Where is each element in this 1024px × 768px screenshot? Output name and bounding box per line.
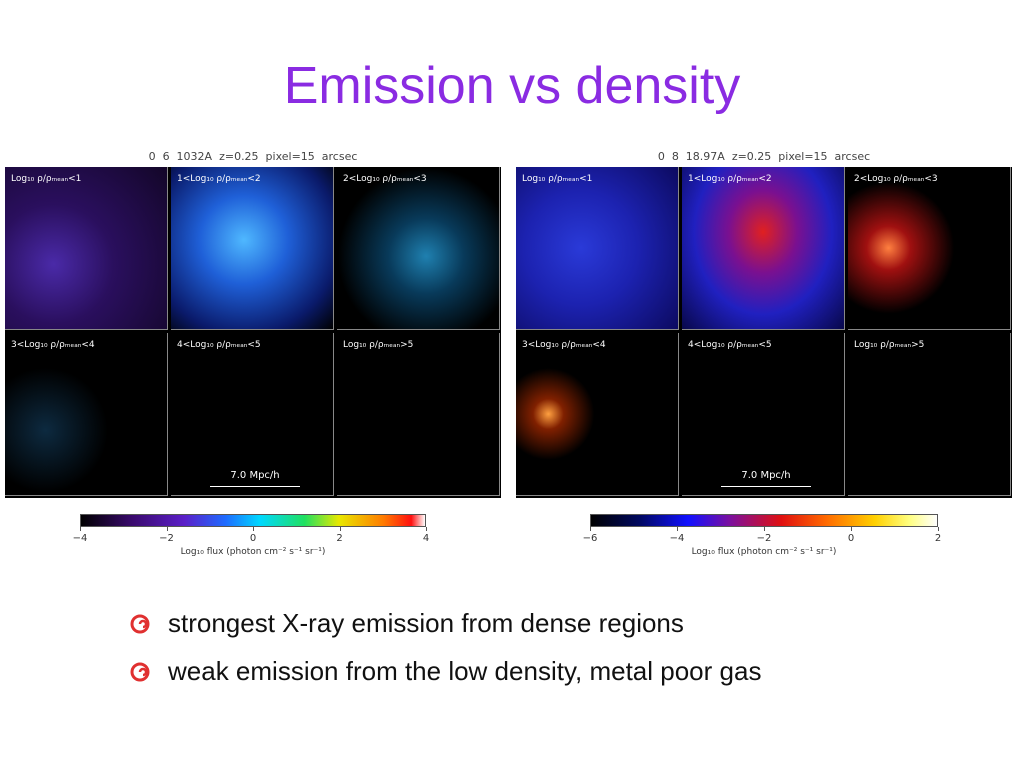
colorbar-tick-label: −2 xyxy=(756,533,772,544)
colorbar xyxy=(80,514,426,527)
swirl xyxy=(130,662,150,682)
colorbar-tick-mark xyxy=(80,527,81,531)
panel: 1<Log₁₀ ρ/ρₘₑₐₙ<2 xyxy=(682,167,845,330)
panel-label: Log₁₀ ρ/ρₘₑₐₙ>5 xyxy=(343,340,414,350)
figure-header: 0 6 1032A z=0.25 pixel=15 arcsec xyxy=(148,150,358,163)
colorbar-tick-mark xyxy=(764,527,765,531)
scale-bar-label: 7.0 Mpc/h xyxy=(230,470,280,481)
bullet-icon xyxy=(130,662,150,686)
bullet-text: weak emission from the low density, meta… xyxy=(168,656,762,686)
panel-label: 4<Log₁₀ ρ/ρₘₑₐₙ<5 xyxy=(688,340,772,350)
figure-image: Log₁₀ ρ/ρₘₑₐₙ<1 1<Log₁₀ ρ/ρₘₑₐₙ<2 2<Log₁₀ … xyxy=(516,167,1012,498)
panel: Log₁₀ ρ/ρₘₑₐₙ>5 xyxy=(848,333,1011,496)
colorbar-tick-label: 0 xyxy=(847,533,855,544)
panel-label: 1<Log₁₀ ρ/ρₘₑₐₙ<2 xyxy=(177,174,261,184)
colorbar-label: Log₁₀ flux (photon cm⁻² s⁻¹ sr⁻¹) xyxy=(180,547,326,557)
panel-label: Log₁₀ ρ/ρₘₑₐₙ>5 xyxy=(854,340,925,350)
colorbar-tick-mark xyxy=(590,527,591,531)
swirl xyxy=(130,614,150,634)
bullet-text: strongest X-ray emission from dense regi… xyxy=(168,608,684,638)
colorbar-tick-label: −4 xyxy=(669,533,685,544)
panel-label: Log₁₀ ρ/ρₘₑₐₙ<1 xyxy=(522,174,593,184)
colorbar-tick-mark xyxy=(426,527,427,531)
colorbar-tick-label: 0 xyxy=(249,533,257,544)
panel: 4<Log₁₀ ρ/ρₘₑₐₙ<5 xyxy=(682,333,845,496)
colorbar-tick-label: 4 xyxy=(422,533,430,544)
colorbar-tick-label: −2 xyxy=(159,533,174,544)
figure-image: Log₁₀ ρ/ρₘₑₐₙ<1 1<Log₁₀ ρ/ρₘₑₐₙ<2 2<Log₁₀ … xyxy=(5,167,501,498)
colorbar-tick-mark xyxy=(851,527,852,531)
colorbar-tick-mark xyxy=(938,527,939,531)
panel: 4<Log₁₀ ρ/ρₘₑₐₙ<5 xyxy=(171,333,334,496)
colorbar-tick-label: 2 xyxy=(336,533,343,544)
scale-bar xyxy=(721,486,811,487)
panel: 2<Log₁₀ ρ/ρₘₑₐₙ<3 xyxy=(337,167,500,330)
panel-label: 2<Log₁₀ ρ/ρₘₑₐₙ<3 xyxy=(854,174,938,184)
colorbar-tick-label: −6 xyxy=(582,533,598,544)
panel: Log₁₀ ρ/ρₘₑₐₙ<1 xyxy=(5,167,168,330)
slide-title: Emission vs density xyxy=(283,57,741,115)
panel: 3<Log₁₀ ρ/ρₘₑₐₙ<4 xyxy=(5,333,168,496)
panel-label: 3<Log₁₀ ρ/ρₘₑₐₙ<4 xyxy=(522,340,606,350)
figure-header: 0 8 18.97A z=0.25 pixel=15 arcsec xyxy=(657,150,871,163)
panel: 2<Log₁₀ ρ/ρₘₑₐₙ<3 xyxy=(848,167,1011,330)
panel-label: 2<Log₁₀ ρ/ρₘₑₐₙ<3 xyxy=(343,174,427,184)
colorbar-tick-mark xyxy=(253,527,254,531)
colorbar-tick-label: −4 xyxy=(72,533,88,544)
panel-label: 3<Log₁₀ ρ/ρₘₑₐₙ<4 xyxy=(11,340,95,350)
colorbar-tick-mark xyxy=(677,527,678,531)
panel-label: 1<Log₁₀ ρ/ρₘₑₐₙ<2 xyxy=(688,174,772,184)
scale-bar xyxy=(210,486,300,487)
colorbar-label: Log₁₀ flux (photon cm⁻² s⁻¹ sr⁻¹) xyxy=(691,547,837,557)
colorbar-tick-mark xyxy=(166,527,168,531)
colorbar-tick-mark xyxy=(339,527,341,531)
panel: Log₁₀ ρ/ρₘₑₐₙ>5 xyxy=(337,333,500,496)
colorbar xyxy=(590,514,938,527)
scale-bar-label: 7.0 Mpc/h xyxy=(741,470,791,481)
panel-label: Log₁₀ ρ/ρₘₑₐₙ<1 xyxy=(11,174,82,184)
bullet-icon xyxy=(130,614,150,638)
panel-label: 4<Log₁₀ ρ/ρₘₑₐₙ<5 xyxy=(177,340,261,350)
panel: Log₁₀ ρ/ρₘₑₐₙ<1 xyxy=(516,167,679,330)
panel: 1<Log₁₀ ρ/ρₘₑₐₙ<2 xyxy=(171,167,334,330)
panel: 3<Log₁₀ ρ/ρₘₑₐₙ<4 xyxy=(516,333,679,496)
colorbar-tick-label: 2 xyxy=(934,533,942,544)
